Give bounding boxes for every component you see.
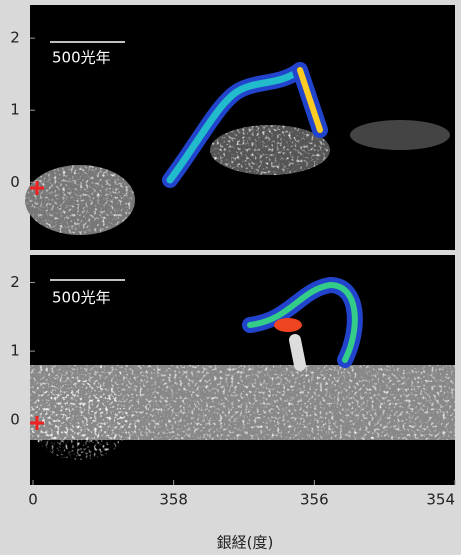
y-tick-label: 1 [10, 342, 20, 360]
x-tick-label: 356 [300, 491, 329, 509]
y-tick-label: 0 [10, 410, 20, 428]
x-tick-label: 358 [159, 491, 188, 509]
y-tick-label: 0 [10, 173, 20, 191]
y-tick-label: 2 [10, 29, 20, 47]
scale-label: 500光年 [52, 289, 111, 307]
y-tick-label: 2 [10, 273, 20, 291]
scale-label: 500光年 [52, 49, 111, 67]
x-tick-label: 354 [426, 491, 455, 509]
figure: 500光年 500光年 銀経(度) 2 1 0 2 1 0 0 358 356 354 [0, 0, 461, 555]
y-tick-label: 1 [10, 101, 20, 119]
x-tick-label: 0 [28, 491, 38, 509]
x-axis-title: 銀経(度) [217, 534, 274, 552]
